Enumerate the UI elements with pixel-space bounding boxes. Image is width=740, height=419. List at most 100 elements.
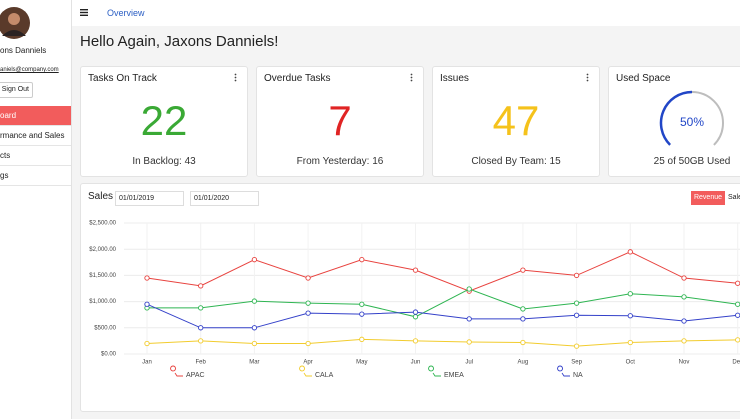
revenue-button[interactable]: Revenue bbox=[691, 191, 725, 205]
nav-item[interactable]: oard bbox=[0, 106, 71, 126]
menu-dot bbox=[586, 79, 589, 82]
data-point bbox=[466, 316, 472, 322]
data-point bbox=[305, 275, 311, 281]
x-tick-label: Jul bbox=[465, 360, 473, 366]
data-point bbox=[627, 291, 633, 297]
legend-icon bbox=[428, 365, 441, 377]
series-line bbox=[146, 338, 738, 347]
gauge-label: 50% bbox=[680, 115, 704, 129]
x-tick-label: Feb bbox=[196, 360, 207, 366]
data-point bbox=[251, 340, 258, 347]
user-email[interactable]: aniels@company.com bbox=[0, 67, 59, 73]
legend-label: APAC bbox=[186, 372, 205, 379]
data-point bbox=[735, 337, 740, 343]
data-point bbox=[735, 301, 740, 307]
data-point bbox=[412, 338, 419, 344]
data-point bbox=[573, 272, 580, 279]
series-line bbox=[147, 288, 738, 318]
card-value: 7 bbox=[328, 97, 352, 144]
sign-out-button[interactable]: Sign Out bbox=[0, 82, 33, 98]
gauge-fill bbox=[659, 90, 693, 146]
data-point bbox=[412, 267, 419, 273]
y-tick-label: $500.00 bbox=[94, 325, 116, 331]
page-title[interactable]: Overview bbox=[107, 8, 145, 18]
card-menu[interactable] bbox=[586, 73, 589, 82]
menu-dot bbox=[234, 73, 237, 76]
x-tick-label: Mar bbox=[249, 360, 259, 366]
data-point bbox=[251, 298, 258, 304]
card-menu[interactable] bbox=[410, 73, 413, 82]
legend-label: CALA bbox=[315, 372, 334, 379]
card-menu[interactable] bbox=[234, 73, 237, 82]
y-tick-label: $0.00 bbox=[101, 352, 117, 358]
sales-chart: $0.00 $500.00 $1,000.00 $1,500.00 $2,000.00 $… bbox=[89, 221, 740, 379]
y-tick-label: $1,500.00 bbox=[89, 273, 116, 279]
data-point bbox=[681, 338, 687, 344]
series-line bbox=[146, 251, 738, 292]
card-subtitle: From Yesterday: 16 bbox=[296, 156, 384, 167]
stat-card: Tasks On Track 22 In Backlog: 43 bbox=[80, 66, 248, 177]
data-point bbox=[305, 340, 311, 347]
menu-dot bbox=[410, 73, 413, 76]
start-date-input[interactable]: 01/01/2019 bbox=[115, 191, 184, 206]
data-point bbox=[359, 336, 365, 342]
data-point bbox=[681, 275, 687, 281]
legend-label: NA bbox=[573, 372, 583, 379]
menu-dot bbox=[234, 76, 237, 79]
x-tick-label: Nov bbox=[679, 360, 690, 366]
data-point bbox=[144, 301, 150, 307]
menu-dot bbox=[410, 79, 413, 82]
chart-title: Sales bbox=[88, 191, 114, 202]
x-tick-label: Aug bbox=[518, 360, 529, 366]
data-point bbox=[520, 267, 526, 273]
data-point bbox=[573, 343, 580, 349]
legend-icon bbox=[170, 365, 183, 377]
card-title: Used Space bbox=[616, 73, 671, 84]
menu-dot bbox=[410, 76, 413, 79]
sidebar: ons Danniels aniels@company.com Sign Out… bbox=[0, 0, 72, 419]
x-tick-label: Sep bbox=[571, 360, 582, 366]
card-subtitle: Closed By Team: 15 bbox=[471, 156, 561, 167]
menu-icon[interactable] bbox=[80, 9, 88, 16]
x-tick-label: Dec bbox=[732, 360, 740, 366]
data-point bbox=[627, 249, 633, 255]
data-point bbox=[412, 309, 419, 315]
y-tick-label: $2,500.00 bbox=[89, 221, 116, 227]
x-tick-label: May bbox=[356, 360, 367, 366]
sales-button[interactable]: Sale bbox=[728, 194, 740, 201]
data-point bbox=[359, 311, 365, 317]
data-point bbox=[412, 314, 419, 320]
data-point bbox=[305, 310, 311, 316]
series-line bbox=[146, 303, 738, 329]
x-tick-label: Jun bbox=[411, 360, 421, 366]
user-name: ons Danniels bbox=[0, 46, 47, 55]
card-title: Overdue Tasks bbox=[264, 73, 331, 84]
y-tick-label: $1,000.00 bbox=[89, 299, 116, 305]
data-point bbox=[681, 318, 687, 324]
avatar bbox=[0, 7, 30, 39]
nav-item[interactable]: gs bbox=[0, 166, 71, 186]
data-point bbox=[198, 325, 204, 331]
x-tick-label: Oct bbox=[626, 360, 636, 366]
nav-item[interactable]: rmance and Sales bbox=[0, 126, 71, 146]
nav-item[interactable]: cts bbox=[0, 146, 71, 166]
data-point bbox=[520, 306, 526, 312]
legend-icon bbox=[299, 365, 312, 377]
legend-label: EMEA bbox=[444, 372, 464, 379]
legend-icon bbox=[557, 365, 570, 377]
menu-dot bbox=[234, 79, 237, 82]
y-tick-label: $2,000.00 bbox=[89, 247, 116, 253]
data-point bbox=[520, 316, 526, 322]
data-point bbox=[520, 339, 526, 346]
data-point bbox=[251, 257, 258, 263]
data-point bbox=[251, 325, 258, 331]
gauge: 50% bbox=[659, 90, 724, 146]
card-title: Tasks On Track bbox=[88, 73, 157, 84]
data-point bbox=[627, 339, 633, 346]
x-tick-label: Apr bbox=[303, 360, 312, 366]
card-subtitle: 25 of 50GB Used bbox=[653, 156, 731, 167]
greeting: Hello Again, Jaxons Danniels! bbox=[80, 33, 279, 50]
end-date-input[interactable]: 01/01/2020 bbox=[190, 191, 259, 206]
data-point bbox=[198, 305, 204, 311]
